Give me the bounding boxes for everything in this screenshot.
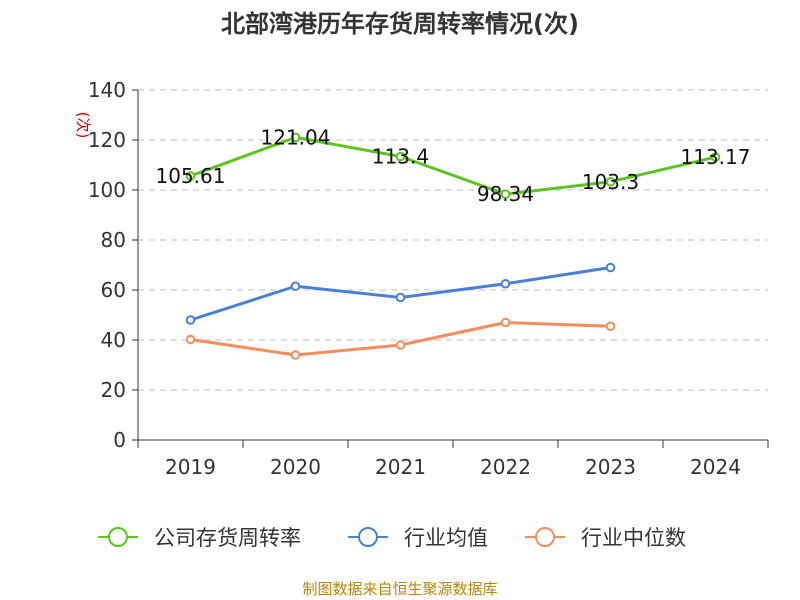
data-point [605,321,616,332]
series-line [190,321,611,357]
x-tick-label: 2020 [270,455,321,479]
data-point [605,262,616,273]
axes: 0 20 40 60 80 100 120 140 2019 2020 2021 2022 2023 20… [74,78,769,479]
data-point [395,292,406,303]
data-label: 103.3 [582,170,639,194]
data-labels: 105.61 121.04 113.4 98.34 103.3 113.17 [156,125,751,206]
data-point [500,189,511,199]
legend: 公司存货周转率 行业均值 行业中位数 [98,526,686,550]
series-group [185,132,721,360]
x-tick-label: 2023 [585,455,636,479]
data-point [605,176,616,187]
y-tick-label: 60 [101,278,126,302]
data-point [290,281,301,292]
data-point [185,334,196,345]
data-point [710,152,721,162]
y-tick-label: 140 [88,78,126,102]
data-point [185,315,196,325]
y-tick-label: 80 [101,228,126,252]
data-point [500,317,511,328]
data-label: 121.04 [261,125,331,149]
legend-label: 行业均值 [404,526,488,550]
data-point [395,151,406,162]
y-tick-label: 0 [113,428,126,452]
x-tick-label: 2024 [690,455,741,479]
data-label: 113.4 [372,145,429,169]
legend-marker [108,527,128,547]
y-tick-label: 120 [88,128,126,152]
y-tick-label: 20 [101,378,126,402]
data-label: 105.61 [156,164,226,188]
data-point [395,340,406,350]
y-tick-label: 40 [101,328,126,352]
data-point [185,171,196,181]
data-point [290,350,301,360]
legend-marker [535,527,555,547]
data-source-footer: 制图数据来自恒生聚源数据库 [302,580,498,598]
grid-lines [138,89,768,391]
data-point [500,278,511,289]
x-tick-label: 2021 [375,455,426,479]
data-point [290,132,301,143]
y-tick-label: 100 [88,178,126,202]
legend-marker [358,527,378,547]
x-tick-label: 2022 [480,455,531,479]
legend-label: 行业中位数 [581,526,686,550]
legend-label: 公司存货周转率 [154,526,301,550]
y-axis-label: (次) [74,112,92,139]
data-label: 98.34 [477,182,534,206]
series-line [189,135,716,196]
chart-title: 北部湾港历年存货周转率情况(次) [221,10,579,38]
data-label: 113.17 [681,145,751,169]
x-tick-label: 2019 [165,455,216,479]
